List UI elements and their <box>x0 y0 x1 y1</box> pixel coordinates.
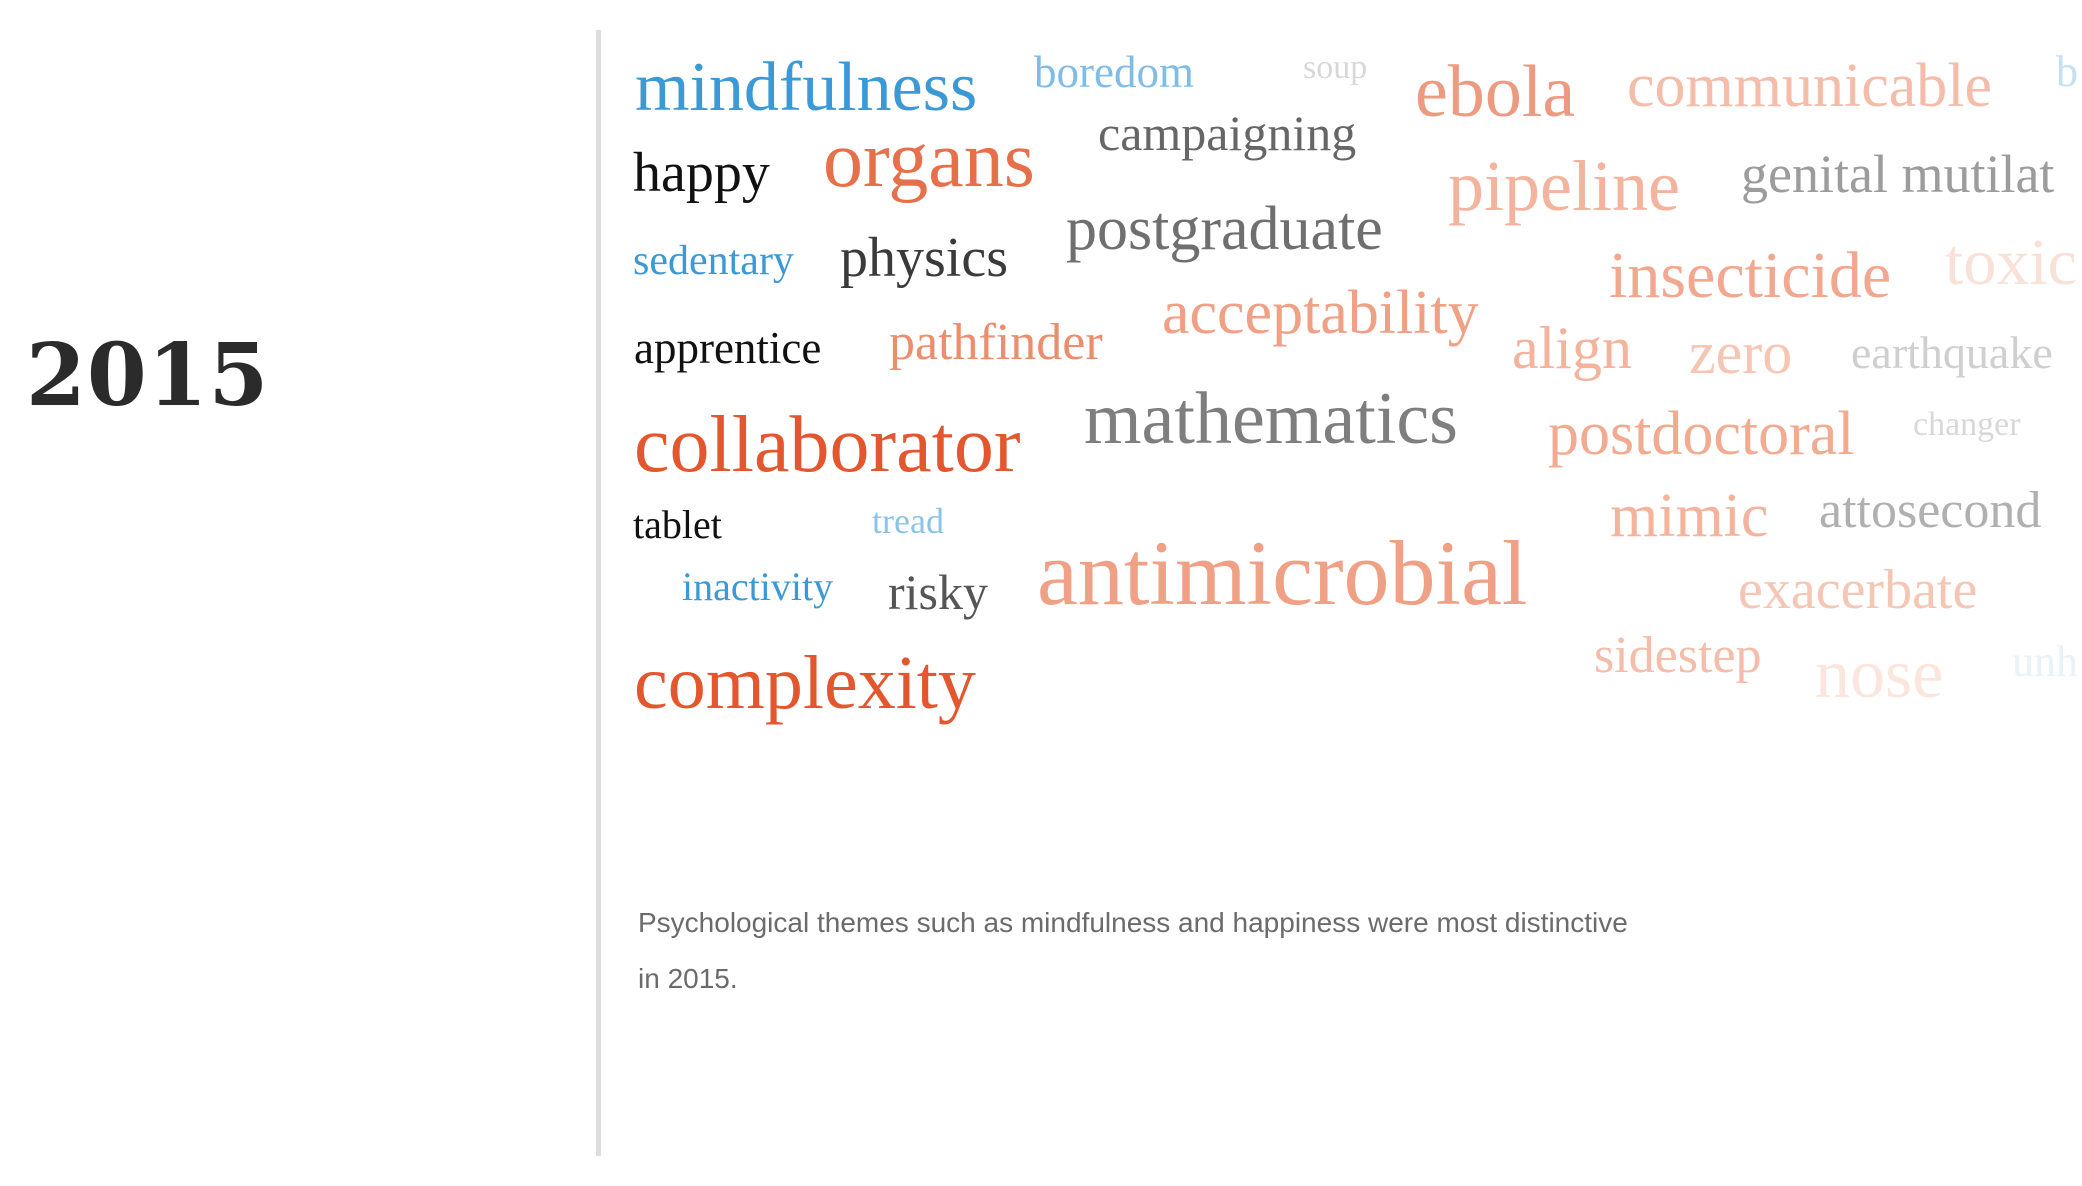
word-postgraduate: postgraduate <box>1066 195 1383 263</box>
word-risky: risky <box>888 564 988 620</box>
word-happy: happy <box>633 142 770 204</box>
word-complexity: complexity <box>634 641 976 725</box>
word-attosecond: attosecond <box>1819 482 2042 539</box>
word-align: align <box>1512 315 1632 381</box>
word-antimicrobial: antimicrobial <box>1037 522 1528 624</box>
word-inactivity: inactivity <box>682 564 834 609</box>
word-b: b <box>2056 47 2078 96</box>
word-pipeline: pipeline <box>1448 146 1680 226</box>
word-soup: soup <box>1303 49 1368 86</box>
word-mathematics: mathematics <box>1084 378 1458 460</box>
word-sidestep: sidestep <box>1594 627 1762 684</box>
word-acceptability: acceptability <box>1162 279 1479 347</box>
word-earthquake: earthquake <box>1851 327 2053 378</box>
word-genital-mutilation: genital mutilat <box>1741 144 2055 204</box>
vertical-divider <box>596 30 601 1156</box>
word-zero: zero <box>1689 320 1793 386</box>
word-changer: changer <box>1913 406 2021 443</box>
word-boredom: boredom <box>1034 47 1194 97</box>
word-organs: organs <box>823 116 1035 204</box>
word-campaigning: campaigning <box>1098 105 1357 161</box>
word-tread: tread <box>872 501 944 541</box>
word-unh: unh <box>2012 637 2078 686</box>
word-pathfinder: pathfinder <box>889 314 1103 371</box>
word-exacerbate: exacerbate <box>1738 559 1978 621</box>
word-toxic: toxic <box>1945 226 2077 299</box>
word-postdoctoral: postdoctoral <box>1548 400 1855 468</box>
word-nose: nose <box>1815 636 1944 713</box>
caption-text: Psychological themes such as mindfulness… <box>638 907 1628 994</box>
word-collaborator: collaborator <box>634 401 1021 489</box>
word-apprentice: apprentice <box>634 323 822 373</box>
word-sedentary: sedentary <box>633 238 794 284</box>
word-insecticide: insecticide <box>1609 239 1892 312</box>
word-ebola: ebola <box>1415 51 1576 133</box>
word-mindfulness: mindfulness <box>635 49 978 126</box>
word-mimic: mimic <box>1610 482 1769 550</box>
word-communicable: communicable <box>1627 52 1992 120</box>
word-tablet: tablet <box>633 502 722 547</box>
word-physics: physics <box>840 227 1008 289</box>
year-heading: 2015 <box>26 325 270 426</box>
